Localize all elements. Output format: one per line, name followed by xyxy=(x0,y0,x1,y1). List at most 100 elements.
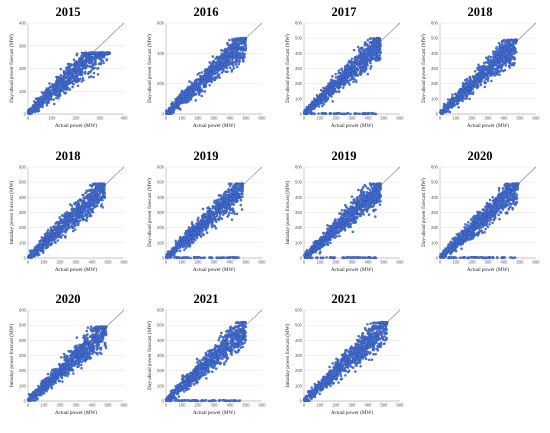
x-tick-label: 500 xyxy=(243,116,251,121)
scatter-point xyxy=(495,46,498,49)
scatter-point xyxy=(454,95,458,99)
scatter-point xyxy=(320,112,323,115)
scatter-point xyxy=(91,56,95,59)
scatter-point xyxy=(358,56,362,60)
scatter-point xyxy=(91,210,95,214)
scatter-point xyxy=(216,74,219,77)
data-points xyxy=(164,36,248,116)
scatter-point xyxy=(32,100,36,103)
scatter-point xyxy=(227,182,231,186)
scatter-point xyxy=(93,196,96,199)
scatter-point xyxy=(80,80,84,83)
scatter-point xyxy=(377,59,381,62)
scatter-point xyxy=(74,60,77,64)
scatter-point xyxy=(479,81,482,85)
scatter-point xyxy=(496,51,500,55)
scatter-point xyxy=(37,247,40,250)
scatter-point xyxy=(323,98,326,102)
scatter-point xyxy=(239,41,242,45)
scatter-point xyxy=(358,72,361,76)
y-tick-label: 600 xyxy=(157,165,165,170)
scatter-point xyxy=(484,56,488,60)
scatter-point xyxy=(340,68,343,72)
x-axis-label: Actual power (MW) xyxy=(55,266,98,273)
scatter-point xyxy=(75,209,78,212)
scatter-point xyxy=(88,188,91,192)
scatter-point xyxy=(88,60,91,63)
scatter-point xyxy=(94,191,98,195)
x-tick-label: 100 xyxy=(179,260,187,265)
scatter-point xyxy=(471,92,475,96)
scatter-point xyxy=(85,213,88,216)
scatter-point xyxy=(46,94,50,98)
scatter-point xyxy=(99,55,103,58)
scatter-point xyxy=(89,183,92,187)
scatter-point xyxy=(58,229,61,232)
scatter-point xyxy=(90,65,93,68)
scatter-point xyxy=(96,67,100,70)
scatter-point xyxy=(473,80,476,84)
scatter-point xyxy=(196,79,200,82)
scatter-point xyxy=(350,57,354,61)
scatter-point xyxy=(48,237,52,241)
scatter-point xyxy=(220,71,224,74)
scatter-point xyxy=(333,85,336,88)
scatter-point xyxy=(45,87,49,90)
scatter-point xyxy=(465,77,469,81)
scatter-point xyxy=(80,202,84,206)
scatter-point xyxy=(89,69,93,73)
scatter-point xyxy=(78,60,82,64)
scatter-point xyxy=(31,254,34,258)
x-tick-label: 500 xyxy=(381,116,389,121)
scatter-point xyxy=(90,190,93,193)
scatter-point xyxy=(235,65,239,69)
scatter-point xyxy=(87,64,90,68)
scatter-point xyxy=(508,48,511,52)
scatter-point xyxy=(58,234,62,238)
scatter-point xyxy=(32,107,36,111)
scatter-point xyxy=(59,84,62,88)
scatter-point xyxy=(78,208,81,211)
scatter-point xyxy=(506,38,509,42)
scatter-point xyxy=(40,238,43,242)
scatter-point xyxy=(493,57,496,60)
scatter-point xyxy=(237,44,241,48)
scatter-point xyxy=(84,65,88,69)
scatter-point xyxy=(306,110,309,114)
scatter-point xyxy=(490,66,493,69)
scatter-point xyxy=(85,190,88,193)
scatter-point xyxy=(71,63,75,67)
scatter-point xyxy=(347,60,350,64)
x-tick-label: 0 xyxy=(165,116,168,121)
scatter-point xyxy=(93,66,96,70)
y-tick-label: 100 xyxy=(431,96,439,101)
scatter-point xyxy=(42,92,45,96)
chart-title: 2019 xyxy=(193,149,219,163)
scatter-point xyxy=(87,208,91,212)
scatter-point xyxy=(70,225,74,229)
scatter-point xyxy=(497,41,501,45)
scatter-point xyxy=(68,66,72,69)
scatter-point xyxy=(176,103,179,106)
y-tick-label: 400 xyxy=(295,51,303,56)
scatter-point xyxy=(372,53,375,56)
scatter-point xyxy=(354,68,357,71)
scatter-point xyxy=(187,99,191,103)
x-tick-label: 400 xyxy=(121,116,129,121)
x-tick-label: 0 xyxy=(27,116,30,121)
scatter-point xyxy=(175,106,179,109)
scatter-point xyxy=(363,42,367,45)
scatter-point xyxy=(508,53,511,57)
scatter-point xyxy=(168,108,172,112)
scatter-point xyxy=(452,103,455,107)
scatter-point xyxy=(487,67,490,71)
y-tick-label: 0 xyxy=(436,112,439,117)
scatter-point xyxy=(95,204,99,208)
scatter-point xyxy=(476,84,480,87)
scatter-point xyxy=(334,76,338,79)
scatter-point xyxy=(356,74,359,77)
scatter-plot: 0 100 200 300 400 500 6000100200300400500600Ac… xyxy=(284,21,404,130)
scatter-point xyxy=(57,89,60,93)
scatter-point xyxy=(40,97,44,101)
scatter-point xyxy=(238,60,241,63)
